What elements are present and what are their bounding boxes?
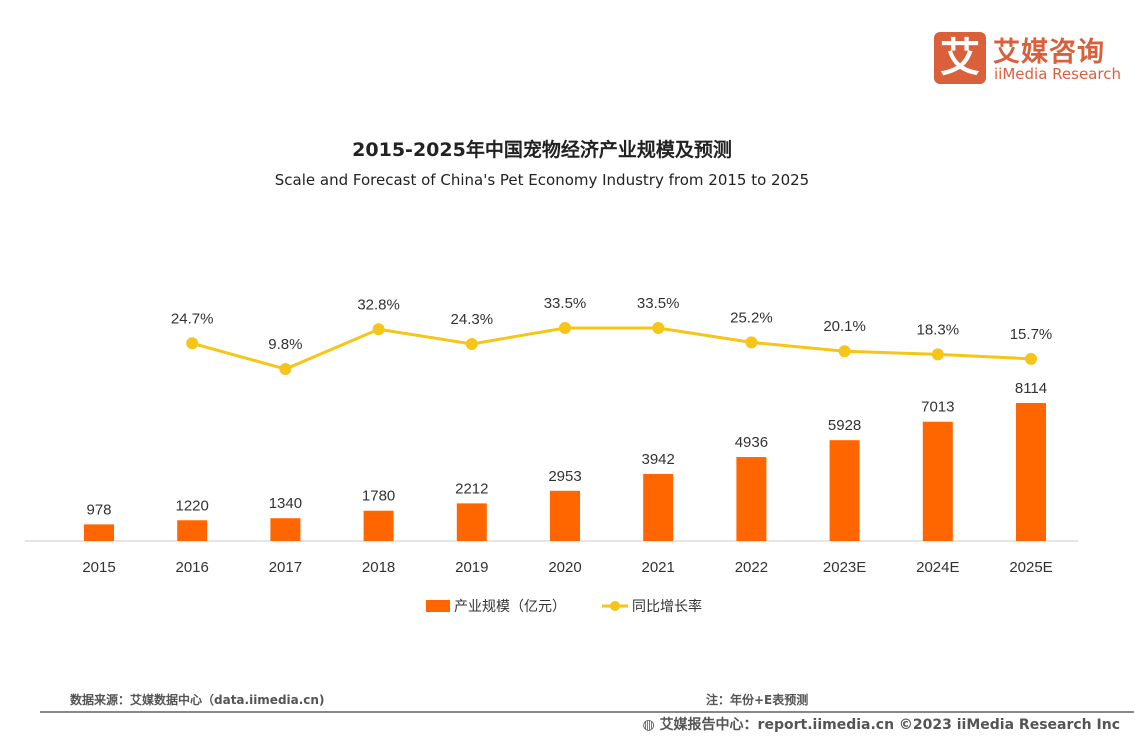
bar-label: 2212 — [455, 480, 488, 497]
legend-line-dot — [610, 601, 620, 611]
line-label: 20.1% — [823, 318, 866, 335]
report-text: 艾媒报告中心：report.iimedia.cn ©2023 iiMedia R… — [659, 717, 1120, 733]
report-footer: ◍ 艾媒报告中心：report.iimedia.cn ©2023 iiMedia… — [642, 714, 1120, 734]
line-label: 9.8% — [268, 336, 302, 353]
logo-cn: 艾媒咨询 — [993, 37, 1105, 68]
bar — [736, 457, 767, 541]
bar — [177, 520, 208, 541]
logo-en: iiMedia Research — [994, 65, 1121, 83]
line-label: 24.7% — [171, 310, 214, 327]
bar-label: 1340 — [269, 495, 302, 512]
line-label: 32.8% — [357, 296, 400, 313]
line-point — [652, 322, 665, 335]
bar-label: 8114 — [1015, 380, 1047, 397]
bar-label: 1780 — [362, 488, 395, 505]
bar-label: 3942 — [642, 451, 675, 468]
forecast-note: 注：年份+E表预测 — [706, 693, 809, 707]
bar — [643, 473, 674, 541]
line-point — [559, 322, 571, 335]
bar — [922, 421, 953, 541]
bar — [829, 440, 860, 541]
legend-bar-label: 产业规模（亿元） — [454, 599, 566, 615]
x-tick-label: 2019 — [455, 559, 488, 576]
line-point — [372, 323, 385, 336]
line-label: 24.3% — [451, 311, 494, 328]
line-label: 25.2% — [730, 309, 773, 326]
bar-label: 7013 — [921, 399, 954, 416]
line-label: 33.5% — [637, 295, 680, 312]
line-point — [1025, 352, 1037, 365]
x-tick-label: 2020 — [548, 559, 581, 576]
line-point — [745, 336, 758, 349]
x-tick-label: 2016 — [176, 559, 209, 576]
line-point — [279, 363, 292, 376]
bar — [84, 524, 114, 541]
logo-icon: 艾 — [934, 32, 986, 84]
bar-label: 978 — [86, 501, 111, 518]
line-label: 33.5% — [544, 295, 587, 312]
line-label: 15.7% — [1010, 326, 1053, 343]
x-tick-label: 2023E — [823, 559, 866, 576]
x-tick-label: 2022 — [735, 559, 768, 576]
footer-divider — [40, 711, 1134, 713]
line-point — [186, 337, 199, 350]
growth-line — [191, 326, 1032, 371]
bar — [550, 490, 580, 541]
bar-label: 2953 — [548, 468, 581, 485]
bar — [456, 503, 487, 541]
x-tick-label: 2017 — [269, 559, 302, 576]
line-point — [838, 345, 851, 358]
x-tick-label: 2018 — [362, 559, 395, 576]
source-note: 数据来源：艾媒数据中心（data.iimedia.cn) — [70, 693, 325, 707]
chart-subtitle: Scale and Forecast of China's Pet Econom… — [274, 171, 810, 189]
line-point — [931, 348, 944, 361]
line-label: 18.3% — [917, 321, 960, 338]
bar — [1016, 403, 1046, 541]
x-tick-label: 2025E — [1009, 559, 1052, 576]
x-tick-label: 2015 — [82, 559, 115, 576]
bar-label: 4936 — [735, 434, 768, 451]
legend-line-label: 同比增长率 — [632, 598, 702, 615]
bar-label: 1220 — [176, 497, 209, 514]
x-tick-label: 2021 — [642, 559, 675, 576]
chart-title: 2015-2025年中国宠物经济产业规模及预测 — [352, 139, 732, 161]
bar — [363, 510, 394, 541]
line-point — [465, 337, 478, 350]
bar-label: 5928 — [828, 417, 861, 434]
legend-bar-swatch — [426, 600, 450, 612]
globe-icon: ◍ — [642, 717, 660, 733]
x-tick-label: 2024E — [916, 559, 959, 576]
bar — [270, 518, 301, 541]
